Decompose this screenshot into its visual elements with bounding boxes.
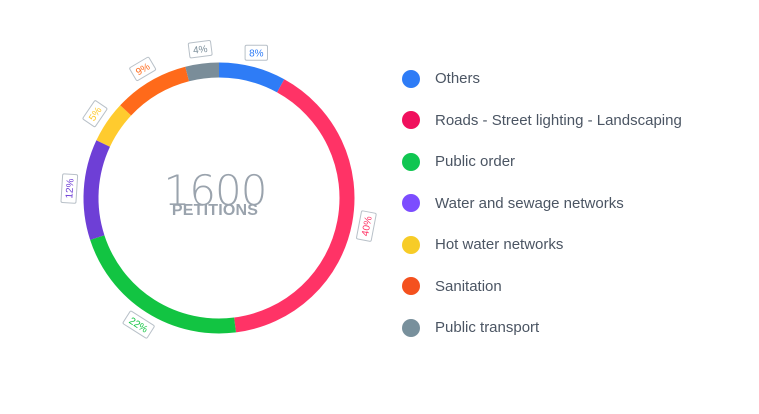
value-tag-box [82, 100, 108, 128]
slice-others [218, 62, 285, 93]
value-tag-public-transport: 4% [187, 40, 213, 59]
legend-label: Others [435, 70, 481, 88]
value-tag-box [356, 210, 377, 242]
slice-public-order [90, 235, 236, 334]
slice-water-and-sewage-networks [83, 140, 111, 240]
legend-label: Public transport [435, 319, 540, 337]
slice-roads-street-lighting-landscaping [234, 79, 355, 333]
legend-item-sanitation: Sanitation [402, 266, 682, 308]
legend-swatch [402, 318, 420, 337]
value-label-water-and-sewage-networks: 12% [64, 178, 76, 199]
value-tag-public-order: 22% [122, 310, 155, 339]
legend-item-roads-street-lighting-landscaping: Roads - Street lighting - Landscaping [402, 100, 682, 142]
value-label-others: 8% [249, 48, 264, 59]
legend-label: Hot water networks [435, 236, 564, 254]
value-tag-box [187, 40, 213, 59]
value-tag-roads-street-lighting-landscaping: 40% [356, 210, 377, 242]
value-tag-water-and-sewage-networks: 12% [60, 173, 79, 204]
slice-hot-water-networks [96, 105, 132, 147]
legend-swatch [402, 277, 420, 296]
chart-legend: Others Roads - Street lighting - Landscap… [402, 58, 682, 349]
value-tag-sanitation: 9% [129, 56, 157, 81]
legend-item-hot-water-networks: Hot water networks [402, 224, 682, 266]
value-tag-hot-water-networks: 5% [82, 100, 108, 128]
legend-item-others: Others [402, 58, 682, 100]
legend-swatch [402, 194, 420, 213]
total-caption: PETITIONS [171, 202, 259, 219]
value-label-public-transport: 4% [192, 44, 208, 57]
legend-item-water-and-sewage-networks: Water and sewage networks [402, 183, 682, 225]
legend-swatch [402, 69, 420, 88]
legend-swatch [402, 235, 420, 254]
legend-swatch [402, 111, 420, 130]
legend-label: Public order [435, 153, 516, 171]
value-tag-box [129, 56, 157, 81]
legend-item-public-transport: Public transport [402, 307, 682, 349]
slice-public-transport [185, 62, 220, 82]
total-petitions: 1600 [163, 166, 268, 215]
value-label-roads-street-lighting-landscaping: 40% [360, 215, 375, 237]
legend-swatch [402, 152, 420, 171]
legend-label: Sanitation [435, 277, 502, 295]
legend-item-public-order: Public order [402, 141, 682, 183]
legend-label: Roads - Street lighting - Landscaping [435, 111, 682, 129]
slice-sanitation [120, 66, 190, 116]
value-tag-box [244, 44, 268, 61]
legend-label: Water and sewage networks [435, 194, 624, 212]
value-tag-box [122, 310, 155, 339]
donut-chart-svg: 8% 40% 22% 12% 5% 9% 4% [60, 40, 377, 339]
value-tag-box [60, 173, 79, 204]
value-tag-others: 8% [244, 44, 268, 61]
